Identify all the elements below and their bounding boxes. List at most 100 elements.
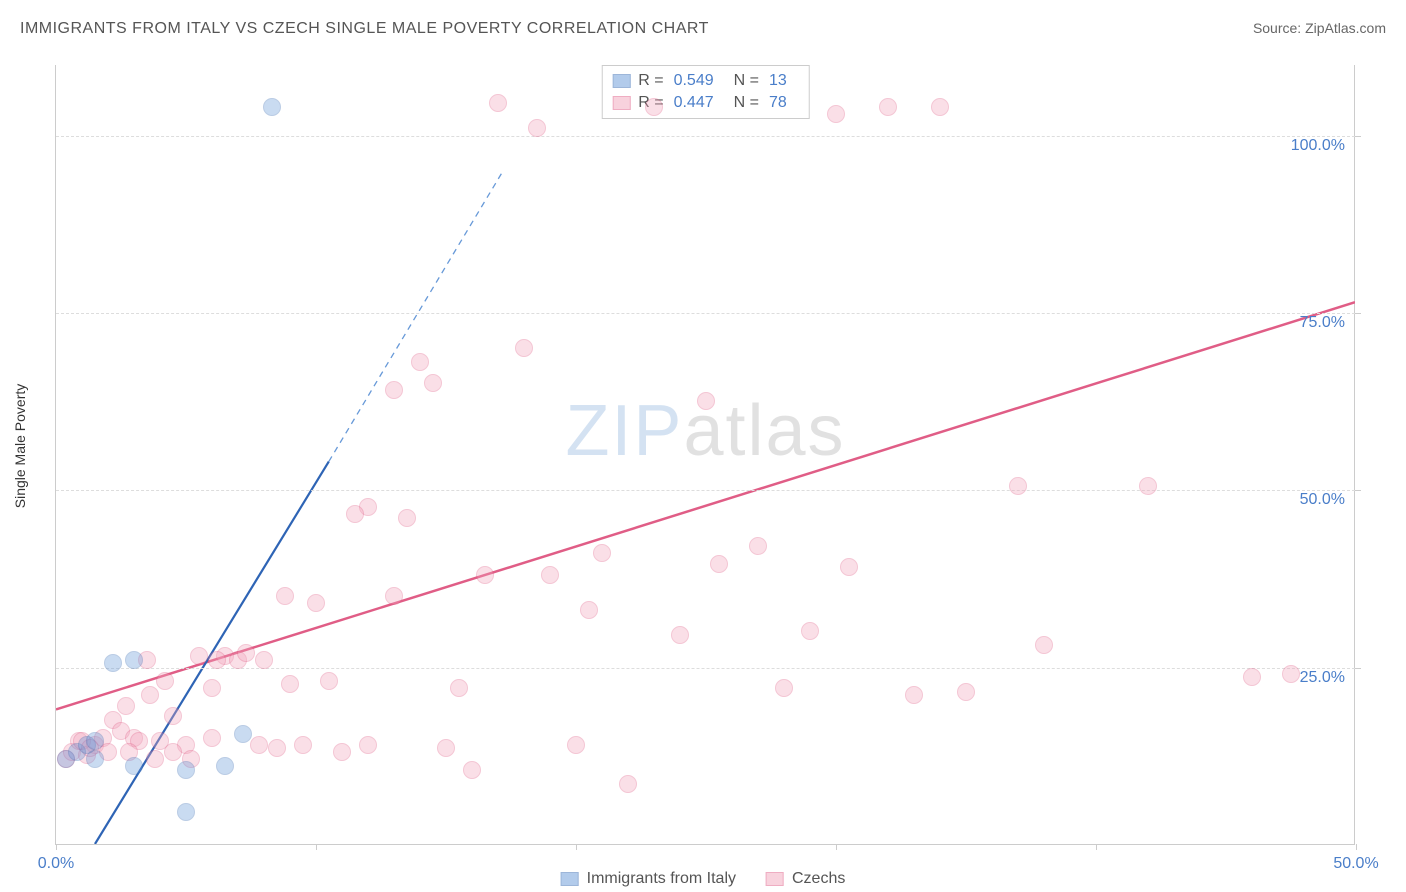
scatter-point	[515, 339, 533, 357]
x-tick	[56, 844, 57, 850]
stat-n-label: N =	[734, 72, 759, 90]
scatter-point	[398, 509, 416, 527]
scatter-point	[203, 729, 221, 747]
scatter-point	[593, 544, 611, 562]
x-tick	[316, 844, 317, 850]
scatter-point	[255, 651, 273, 669]
scatter-point	[385, 587, 403, 605]
scatter-point	[450, 679, 468, 697]
scatter-point	[749, 537, 767, 555]
stats-row: R = 0.549 N = 13	[612, 70, 799, 92]
scatter-point	[1009, 477, 1027, 495]
scatter-point	[104, 654, 122, 672]
scatter-point	[1282, 665, 1300, 683]
stats-row: R =0.447N =78	[612, 92, 799, 114]
scatter-point	[164, 743, 182, 761]
source-attribution: Source: ZipAtlas.com	[1253, 20, 1386, 36]
scatter-point	[437, 739, 455, 757]
scatter-point	[125, 651, 143, 669]
scatter-point	[276, 587, 294, 605]
scatter-point	[250, 736, 268, 754]
scatter-point	[1243, 668, 1261, 686]
stat-n-value: 13	[769, 72, 787, 90]
y-tick	[1355, 490, 1361, 491]
stats-legend-box: R =0.549N =13R =0.447N =78	[601, 65, 810, 119]
scatter-point	[567, 736, 585, 754]
scatter-point	[463, 761, 481, 779]
scatter-point	[177, 761, 195, 779]
stat-r-value: 0.549	[674, 72, 714, 90]
x-tick	[1356, 844, 1357, 850]
scatter-point	[156, 672, 174, 690]
y-tick	[1355, 136, 1361, 137]
x-tick	[836, 844, 837, 850]
scatter-point	[146, 750, 164, 768]
bottom-legend-item: Czechs	[766, 870, 845, 888]
bottom-legend-label: Immigrants from Italy	[587, 870, 736, 888]
chart-title: IMMIGRANTS FROM ITALY VS CZECH SINGLE MA…	[20, 20, 709, 38]
scatter-point	[203, 679, 221, 697]
scatter-point	[237, 644, 255, 662]
scatter-point	[619, 775, 637, 793]
scatter-point	[208, 651, 226, 669]
scatter-point	[931, 98, 949, 116]
gridline-h	[56, 313, 1355, 314]
x-tick-label: 0.0%	[38, 855, 74, 873]
gridline-h	[56, 490, 1355, 491]
y-tick-label: 50.0%	[1300, 491, 1345, 509]
gridline-h	[56, 136, 1355, 137]
legend-swatch	[612, 96, 630, 110]
scatter-point	[216, 757, 234, 775]
scatter-point	[671, 626, 689, 644]
trend-lines-svg	[56, 65, 1355, 844]
legend-swatch	[766, 872, 784, 886]
y-axis-label: Single Male Poverty	[12, 384, 28, 509]
scatter-point	[710, 555, 728, 573]
scatter-point	[385, 381, 403, 399]
scatter-point	[645, 98, 663, 116]
scatter-point	[125, 757, 143, 775]
scatter-point	[333, 743, 351, 761]
x-tick	[1096, 844, 1097, 850]
scatter-point	[359, 736, 377, 754]
y-tick	[1355, 668, 1361, 669]
scatter-point	[190, 647, 208, 665]
scatter-point	[307, 594, 325, 612]
stat-r-label: R =	[638, 72, 663, 90]
watermark-zip: ZIP	[565, 391, 683, 471]
bottom-legend-label: Czechs	[792, 870, 845, 888]
scatter-point	[879, 98, 897, 116]
gridline-h	[56, 668, 1355, 669]
scatter-point	[86, 750, 104, 768]
scatter-point	[840, 558, 858, 576]
scatter-point	[541, 566, 559, 584]
scatter-point	[281, 675, 299, 693]
scatter-point	[775, 679, 793, 697]
y-tick	[1355, 313, 1361, 314]
scatter-point	[801, 622, 819, 640]
scatter-point	[827, 105, 845, 123]
scatter-point	[177, 803, 195, 821]
scatter-point	[117, 697, 135, 715]
y-tick-label: 75.0%	[1300, 314, 1345, 332]
scatter-point	[528, 119, 546, 137]
scatter-point	[580, 601, 598, 619]
bottom-legend-item: Immigrants from Italy	[561, 870, 736, 888]
scatter-point	[411, 353, 429, 371]
scatter-point	[476, 566, 494, 584]
bottom-legend: Immigrants from Italy Czechs	[561, 870, 846, 888]
stat-n-label: N =	[734, 94, 759, 112]
scatter-point	[268, 739, 286, 757]
scatter-point	[1139, 477, 1157, 495]
x-tick-label: 50.0%	[1333, 855, 1378, 873]
scatter-point	[263, 98, 281, 116]
stat-n-value: 78	[769, 94, 787, 112]
scatter-point	[234, 725, 252, 743]
scatter-point	[86, 732, 104, 750]
scatter-point	[905, 686, 923, 704]
scatter-point	[697, 392, 715, 410]
chart-plot-area: ZIPatlas R =0.549N =13R =0.447N =78 25.0…	[55, 65, 1355, 845]
scatter-point	[141, 686, 159, 704]
scatter-point	[489, 94, 507, 112]
scatter-point	[294, 736, 312, 754]
